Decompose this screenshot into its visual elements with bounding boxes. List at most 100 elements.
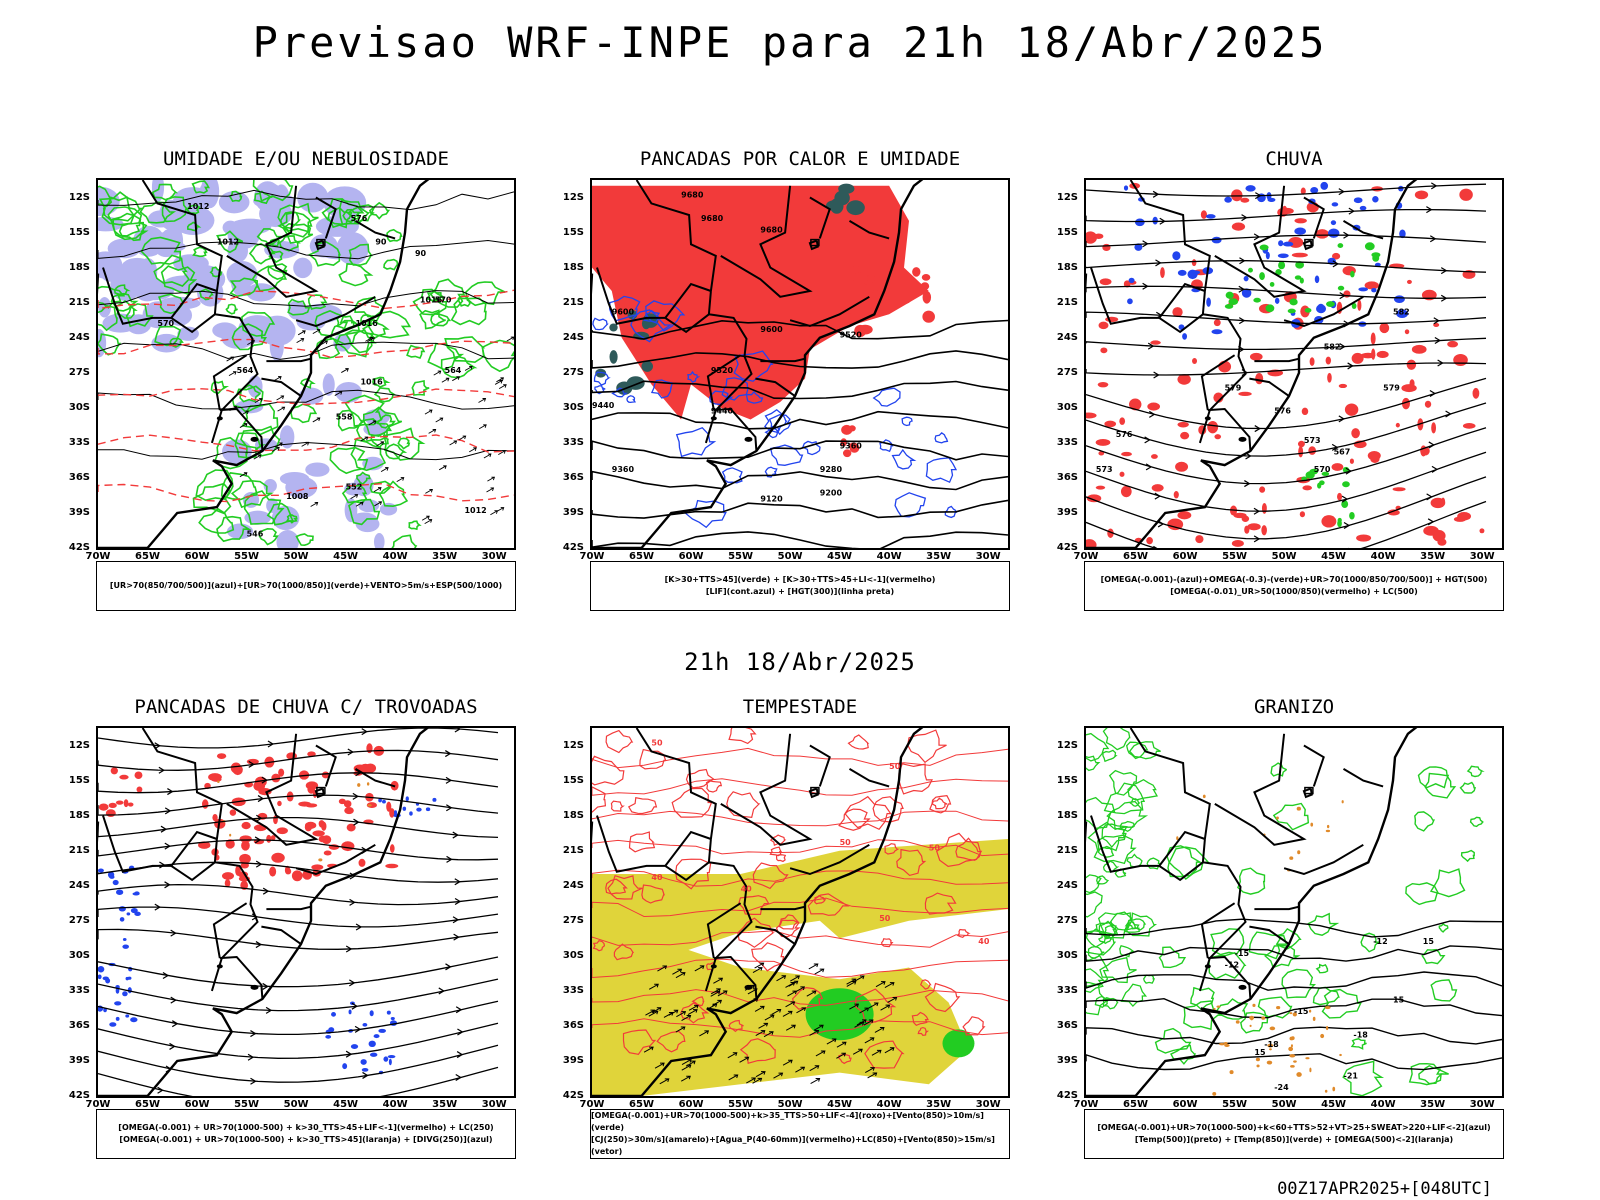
ur-1000-850-contour	[214, 436, 248, 470]
temp850-contour	[1097, 911, 1133, 939]
streamline-arrow	[157, 1086, 164, 1094]
contour-label: 40	[741, 885, 753, 894]
wind-vector	[452, 376, 460, 382]
divergence-area	[130, 907, 138, 914]
wind-vector	[699, 1030, 710, 1037]
omega-green-area	[1337, 519, 1342, 528]
divergence-area	[405, 796, 409, 802]
contour-label: 582	[1393, 307, 1410, 316]
lat-tick-label: 42S	[562, 1090, 584, 1101]
panel-title: UMIDADE E/OU NEBULOSIDADE	[163, 148, 449, 170]
border-line	[354, 768, 396, 788]
omega-blue-area	[1372, 196, 1379, 203]
streamline-arrow	[453, 933, 460, 941]
hgt300-contour	[592, 470, 1008, 491]
rain-area	[1387, 509, 1400, 516]
humidity-area	[153, 231, 179, 258]
wind-vector	[365, 336, 374, 342]
border-line	[1198, 290, 1247, 444]
border-line	[1158, 861, 1204, 882]
lon-tick-label: 35W	[1420, 551, 1446, 562]
streamline-arrow	[171, 1020, 179, 1028]
temp850-contour	[1264, 944, 1301, 969]
streamline-arrow	[1145, 463, 1153, 471]
coastline	[1086, 180, 1418, 548]
wind-vector	[350, 494, 359, 500]
border-line	[210, 838, 259, 992]
lon-tick-label: 45W	[1321, 1099, 1347, 1110]
lat-tick-label: 12S	[68, 739, 90, 751]
rain-area	[1213, 392, 1224, 403]
border-line	[596, 267, 666, 325]
wind-vector	[755, 1030, 766, 1037]
lat-tick-label: 18S	[562, 809, 584, 821]
wind-vector	[421, 515, 430, 521]
panel-legend: [UR>70(850/700/500)](azul)+[UR>70(1000/8…	[96, 561, 516, 611]
streamline-arrow	[1155, 259, 1162, 267]
lat-tick-label: 24S	[562, 331, 584, 343]
streamline-arrow	[454, 897, 462, 905]
wind-vector	[752, 1077, 763, 1084]
divergence-area	[378, 1028, 386, 1033]
streamline-arrow	[1153, 371, 1160, 379]
ur-1000-850-contour	[444, 336, 486, 364]
humidity-area	[293, 257, 313, 279]
streamline-arrow	[353, 818, 360, 826]
panel-legend: [OMEGA(-0.001)-(azul)+OMEGA(-0.3)-(verde…	[1084, 561, 1504, 611]
omega500-area	[1216, 1005, 1221, 1008]
temp850-contour	[1120, 983, 1148, 1008]
temp850-contour	[1128, 741, 1161, 760]
border-line	[354, 220, 396, 240]
humidity-area	[379, 502, 398, 516]
ur-1000-850-contour	[280, 211, 302, 230]
omega-blue-area	[1314, 275, 1320, 284]
thunder-area	[221, 872, 235, 880]
thunder-area	[110, 767, 118, 775]
water-vapor-contour	[680, 1002, 710, 1024]
panel-legend: [OMEGA(-0.001)+UR>70(1000-500)+k>35_TTS>…	[590, 1109, 1010, 1159]
rain-area	[1404, 329, 1410, 335]
omega-green-area	[1321, 471, 1330, 476]
omega500-area	[1256, 1064, 1260, 1068]
lat-tick-label: 21S	[562, 296, 584, 308]
omega-blue-area	[1278, 240, 1284, 247]
lake-marker	[250, 984, 259, 990]
temp850-contour	[1108, 769, 1138, 796]
rain-area	[1160, 267, 1165, 279]
water-vapor-contour	[622, 1029, 657, 1055]
streamline	[98, 1044, 499, 1083]
wind-vector	[785, 981, 796, 988]
lat-tick-label: 30S	[68, 401, 90, 413]
thunder-area	[119, 774, 129, 780]
ur-1000-850-contour	[118, 221, 149, 242]
omega-blue-area	[1241, 288, 1252, 298]
water-vapor-contour	[854, 988, 897, 1023]
lat-tick-label: 15S	[1056, 774, 1078, 786]
streamline	[1086, 260, 1487, 273]
wind-vector	[643, 1046, 654, 1053]
border-line	[1158, 282, 1206, 319]
streamline-arrow	[267, 740, 275, 748]
panel-chuva: CHUVA 582 582 579 579 576 576 573 573 570 567 [OM…	[1057, 148, 1504, 623]
omega500-area	[1326, 824, 1330, 829]
temp850-contour	[1466, 765, 1485, 778]
border-line	[295, 295, 376, 328]
contour-label: 15	[1254, 1048, 1266, 1057]
omega500-area	[1325, 1025, 1329, 1031]
streamline	[98, 1022, 499, 1059]
orange-area	[366, 782, 370, 786]
humidity-area	[373, 533, 385, 548]
ur-1000-850-contour	[450, 297, 487, 326]
contour-label: 552	[346, 483, 363, 492]
rain-area	[1321, 515, 1337, 528]
wind-vector	[478, 424, 487, 430]
divergence-area	[409, 811, 413, 816]
temp850-contour	[1096, 875, 1110, 885]
water-vapor-contour	[778, 914, 800, 930]
rain-area	[1177, 374, 1191, 385]
rain-area	[1453, 516, 1467, 522]
water-vapor-contour	[864, 1040, 905, 1069]
omega-blue-area	[1358, 287, 1369, 292]
border-line	[706, 354, 742, 411]
temp850-contour	[1321, 988, 1362, 1019]
